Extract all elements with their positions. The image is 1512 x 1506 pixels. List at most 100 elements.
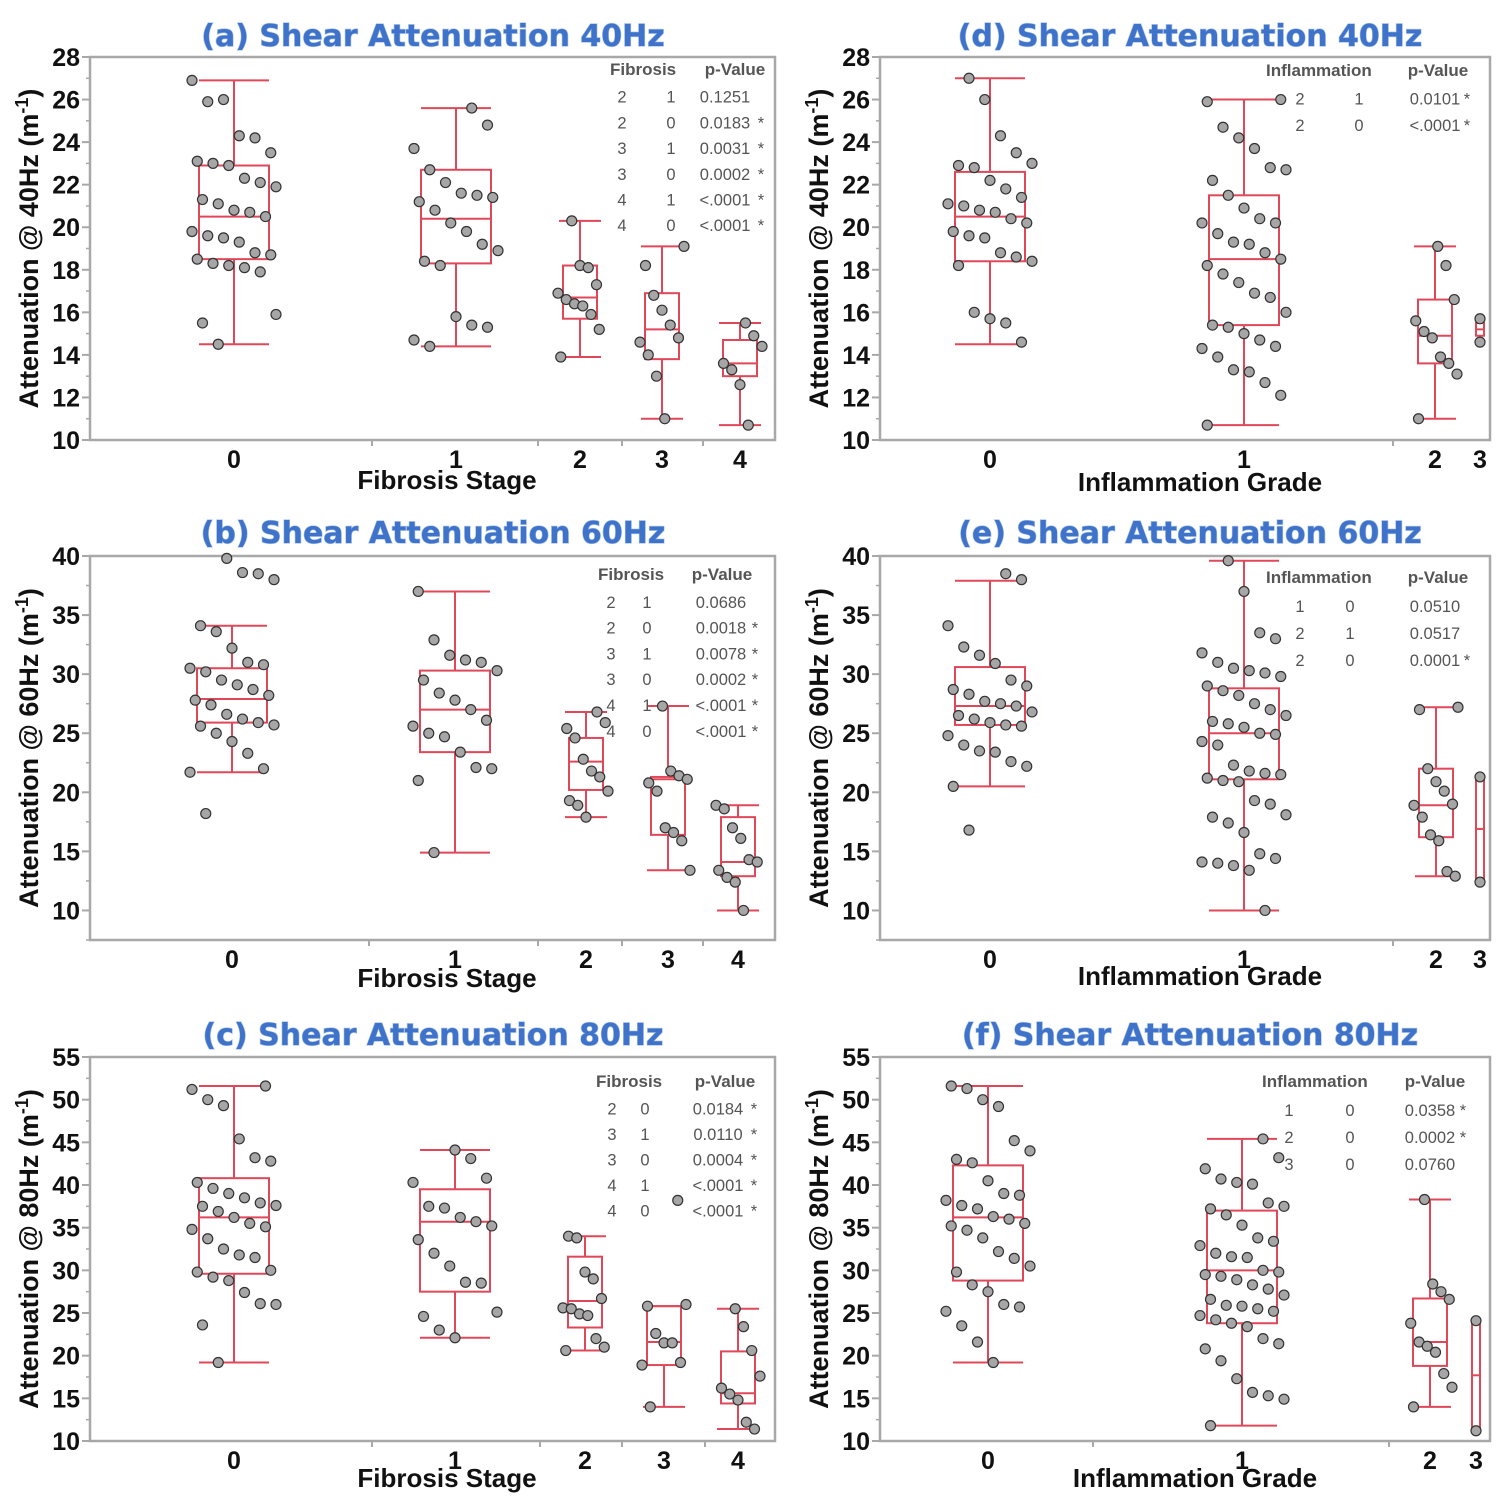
data-point [1257,1332,1269,1345]
data-point [233,1133,245,1145]
data-point [265,1264,277,1276]
data-point [1278,1200,1290,1212]
data-point [1243,665,1255,677]
data-point [1000,183,1012,195]
x-category-label: 1 [1235,1447,1249,1475]
table-cell-level-b: 1 [642,594,651,612]
data-point [1222,321,1234,333]
data-point [475,1277,487,1289]
data-point [259,1080,272,1092]
data-point [454,1211,466,1224]
table-cell-significance: * [752,671,759,689]
data-point [466,319,478,331]
data-point [1269,217,1282,229]
table-cell-level-b: 0 [640,1152,649,1170]
data-point [1280,306,1292,318]
box-iqr [644,292,680,361]
data-point [715,1382,728,1394]
data-point [480,1172,493,1184]
data-point [672,332,685,344]
table-cell-level-a: 1 [1284,1102,1293,1120]
y-tick-label: 45 [842,1129,870,1157]
table-cell-level-a: 4 [606,723,615,741]
data-point [434,259,446,272]
data-point [1422,763,1434,775]
data-point [756,340,768,352]
data-point [1008,1135,1020,1147]
table-cell-level-a: 3 [606,671,615,689]
data-point [1267,1305,1280,1317]
table-cell-level-b: 0 [642,723,651,741]
data-point [968,306,980,318]
box-iqr [568,736,604,791]
data-point [1210,1314,1222,1326]
data-point [249,1152,261,1164]
table-cell-pvalue: 0.0358 [1405,1102,1455,1120]
y-tick-label: 20 [842,779,870,807]
x-category-label: 2 [579,946,593,974]
y-tick-label: 28 [842,44,870,72]
data-point [459,654,472,666]
table-cell-pvalue: 0.0184 [693,1101,743,1119]
data-point [1429,1346,1442,1358]
data-point [989,746,1001,758]
data-point [210,626,222,638]
data-point [1246,1386,1259,1398]
data-point [732,1394,744,1406]
data-point [212,1205,224,1218]
data-point [1212,228,1224,240]
data-point [681,773,693,785]
y-tick-label: 35 [842,602,870,630]
table-cell-level-a: 2 [1295,625,1304,643]
data-point [979,695,991,707]
table-cell-level-b: 0 [1345,1102,1354,1120]
data-point [1238,826,1250,839]
data-point [207,1182,219,1195]
data-point [572,799,584,811]
y-tick-label: 22 [52,172,80,200]
box-iqr [1417,298,1453,365]
table-header-group: Inflammation [1266,568,1372,587]
data-point [1204,1203,1217,1215]
y-axis-label-superscript: -1 [802,597,822,613]
table-cell-level-a: 3 [1284,1156,1293,1174]
data-point [1201,259,1213,272]
data-point [641,1300,654,1312]
y-tick-label: 15 [842,1385,870,1413]
data-point [407,1176,419,1189]
data-point [1212,351,1224,363]
data-point [940,1194,952,1206]
data-point [1432,240,1444,252]
data-point [254,1197,266,1209]
data-point [979,93,991,106]
table-cell-significance: * [1460,1129,1467,1147]
data-point [194,620,207,632]
data-point [252,568,264,580]
table-cell-level-b: 0 [666,166,675,184]
data-point [1441,865,1453,878]
data-point [1206,174,1219,187]
data-point [569,732,581,744]
data-point [249,247,261,259]
data-point [726,822,739,834]
y-axis-label-text: Attenuation @ 80Hz (m [14,1114,44,1409]
y-tick-label: 16 [52,299,80,327]
data-point [742,419,754,431]
data-point [651,785,663,797]
data-point [1275,768,1287,781]
data-point [1248,794,1261,807]
data-point [1000,317,1012,329]
data-point [449,1144,461,1156]
data-point [1010,251,1022,263]
table-cell-level-a: 4 [607,1203,616,1221]
data-point [449,694,461,706]
data-point [226,735,238,748]
table-cell-level-a: 2 [606,594,615,612]
data-point [973,649,986,661]
x-axis-label: Inflammation Grade [1073,1463,1317,1493]
data-point [602,785,614,797]
data-point [247,683,259,696]
data-point [1269,633,1282,645]
table-cell-level-a: 4 [617,217,626,235]
data-point [1267,1235,1280,1247]
